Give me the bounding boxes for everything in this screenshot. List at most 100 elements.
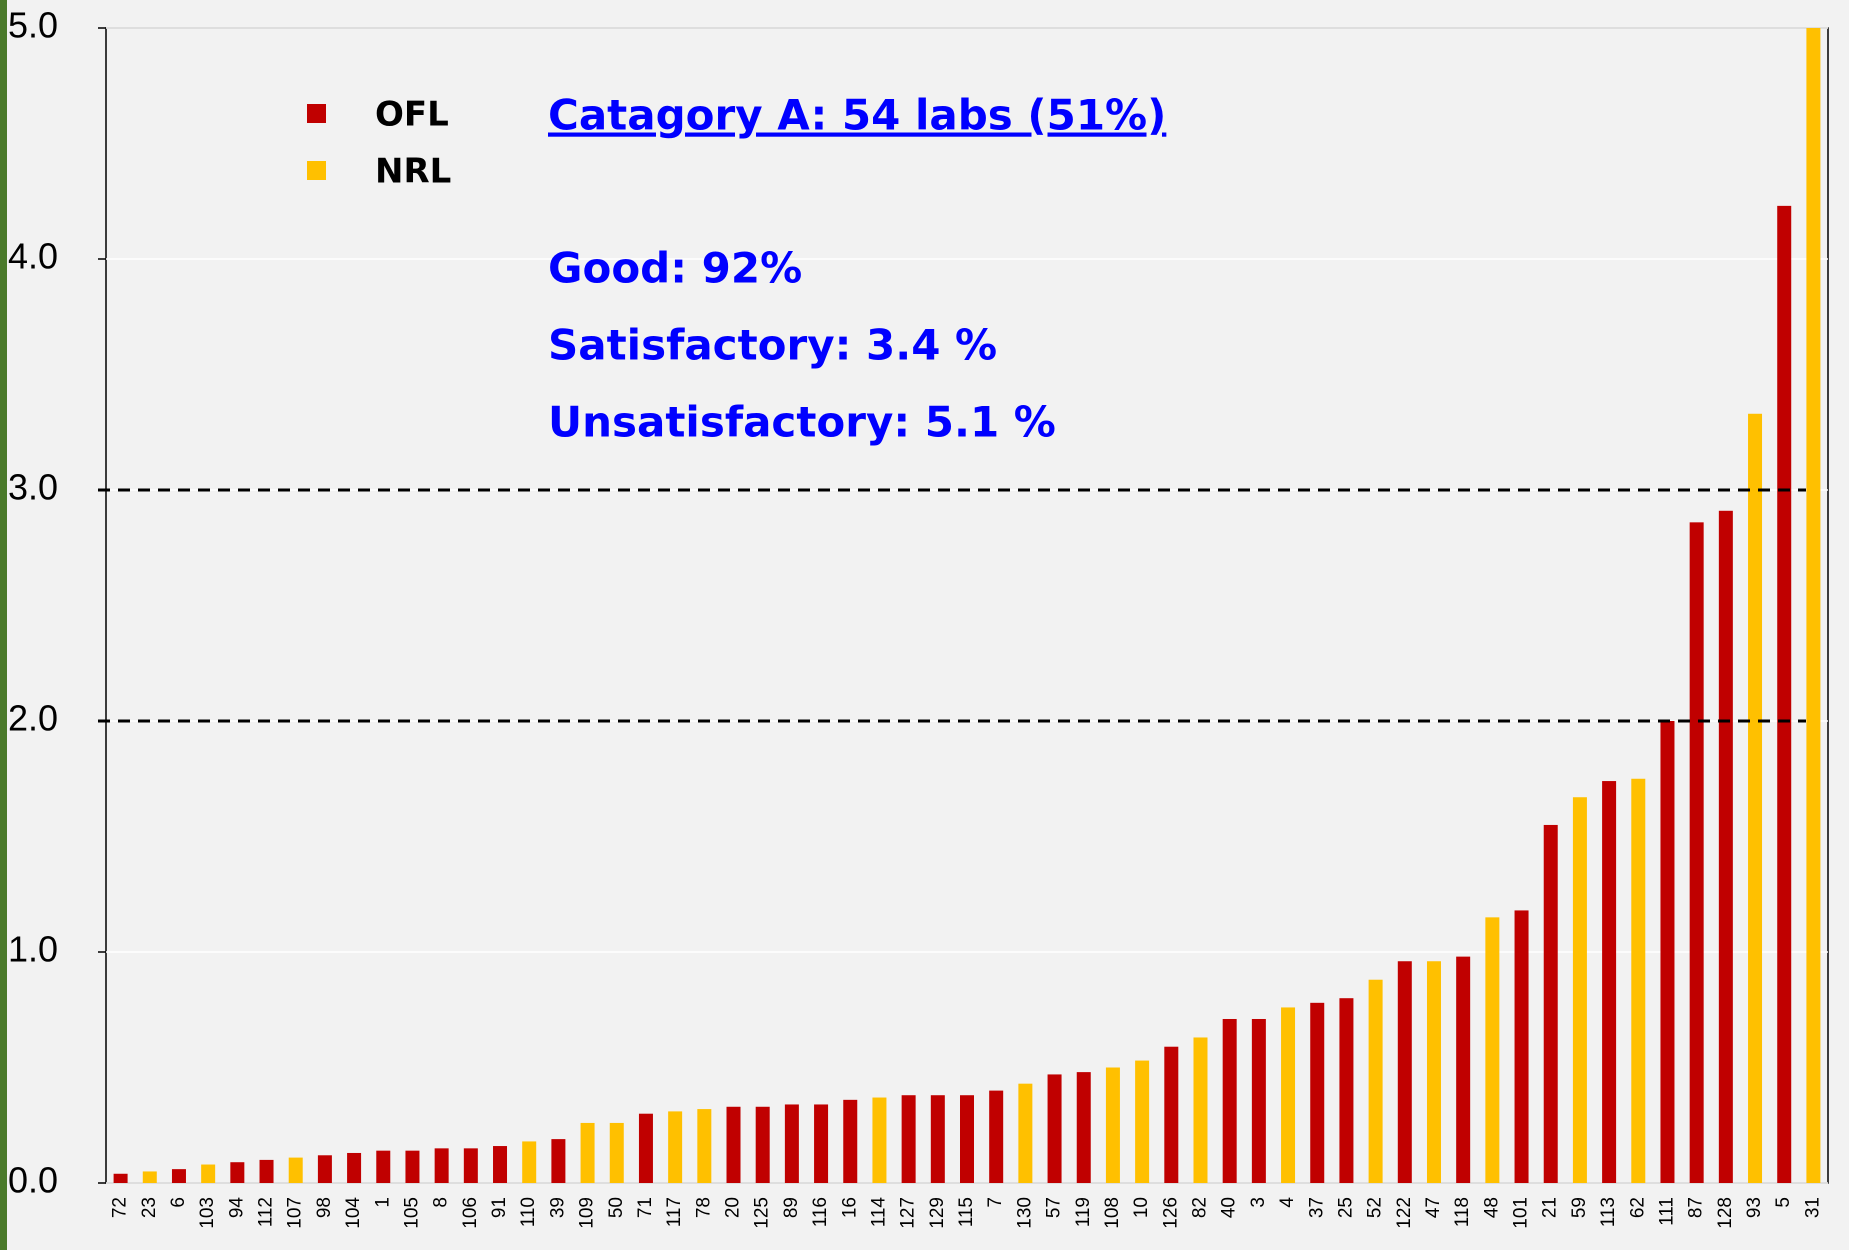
y-tick-label: 0.0: [8, 1160, 58, 1201]
bar: [1310, 1003, 1324, 1183]
bar: [1515, 910, 1529, 1183]
x-tick-label: 94: [226, 1197, 247, 1219]
annotation: Catagory A: 54 labs (51%): [548, 91, 1166, 140]
legend-label: NRL: [375, 152, 451, 192]
x-tick-label: 119: [1073, 1197, 1094, 1227]
x-tick-label: 5: [1773, 1197, 1794, 1208]
bar: [1048, 1074, 1062, 1183]
x-tick-label: 103: [197, 1197, 218, 1229]
x-tick-label: 21: [1540, 1197, 1561, 1218]
bar: [1777, 206, 1791, 1183]
x-tick-label: 82: [1190, 1197, 1211, 1218]
bar: [522, 1141, 536, 1183]
x-tick-label: 87: [1686, 1197, 1707, 1218]
x-tick-label: 6: [168, 1197, 189, 1208]
x-tick-label: 109: [577, 1197, 598, 1229]
bar: [1369, 980, 1383, 1183]
bar: [639, 1114, 653, 1183]
legend-swatch: [307, 161, 326, 180]
x-tick-label: 114: [868, 1197, 889, 1228]
x-tick-label: 122: [1394, 1197, 1415, 1229]
x-tick-label: 25: [1335, 1197, 1356, 1218]
bar: [989, 1091, 1003, 1183]
annotation: Unsatisfactory: 5.1 %: [548, 398, 1056, 447]
bar: [668, 1111, 682, 1183]
x-tick-label: 111: [1656, 1197, 1677, 1226]
bar: [405, 1151, 419, 1183]
side-strip: [0, 0, 7, 1250]
bar: [814, 1104, 828, 1183]
bar: [551, 1139, 565, 1183]
x-tick-label: 112: [256, 1197, 277, 1227]
bar: [872, 1098, 886, 1183]
x-tick-label: 47: [1423, 1197, 1444, 1218]
x-tick-label: 125: [752, 1197, 773, 1229]
bar: [230, 1162, 244, 1183]
legend-swatch: [307, 104, 326, 123]
bar: [1339, 998, 1353, 1183]
x-tick-label: 1: [372, 1197, 393, 1208]
page: {"chart_data": {"type": "bar", "categori…: [0, 0, 1849, 1250]
bar: [1427, 961, 1441, 1183]
bar: [493, 1146, 507, 1183]
x-tick-label: 52: [1365, 1197, 1386, 1218]
x-tick-label: 126: [1160, 1197, 1181, 1229]
bar: [1660, 721, 1674, 1183]
x-tick-label: 116: [810, 1197, 831, 1227]
x-tick-label: 3: [1248, 1197, 1269, 1208]
x-tick-label: 129: [927, 1197, 948, 1229]
bar: [1544, 825, 1558, 1183]
bar: [1164, 1047, 1178, 1183]
bar: [1806, 28, 1820, 1183]
bar: [114, 1174, 128, 1183]
bar: [1193, 1037, 1207, 1183]
bar: [1106, 1068, 1120, 1184]
x-tick-label: 118: [1452, 1197, 1473, 1227]
bar: [785, 1104, 799, 1183]
bar: [697, 1109, 711, 1183]
x-tick-label: 62: [1627, 1197, 1648, 1218]
bar: [1485, 917, 1499, 1183]
x-tick-label: 104: [343, 1197, 364, 1229]
bar: [756, 1107, 770, 1183]
chart: 0.01.02.03.04.05.07223610394112107981041…: [0, 0, 1849, 1250]
x-tick-label: 78: [693, 1197, 714, 1218]
x-tick-label: 71: [635, 1197, 656, 1218]
x-tick-label: 115: [956, 1197, 977, 1227]
bar: [435, 1148, 449, 1183]
x-tick-label: 93: [1744, 1197, 1765, 1218]
bar: [1602, 781, 1616, 1183]
bar: [201, 1165, 215, 1183]
bar: [1018, 1084, 1032, 1183]
x-tick-label: 20: [723, 1197, 744, 1218]
bar: [1456, 957, 1470, 1183]
x-tick-label: 10: [1131, 1197, 1152, 1218]
bar: [1398, 961, 1412, 1183]
bar: [1748, 414, 1762, 1183]
x-tick-label: 57: [1044, 1197, 1065, 1218]
bar: [610, 1123, 624, 1183]
bar: [1252, 1019, 1266, 1183]
x-tick-label: 4: [1277, 1197, 1298, 1208]
x-tick-label: 127: [898, 1197, 919, 1229]
y-tick-label: 4.0: [8, 236, 58, 277]
bar: [960, 1095, 974, 1183]
bar: [902, 1095, 916, 1183]
x-tick-label: 72: [110, 1197, 131, 1218]
x-tick-label: 110: [518, 1197, 539, 1227]
bar: [931, 1095, 945, 1183]
x-tick-label: 39: [547, 1197, 568, 1218]
bar: [1690, 522, 1704, 1183]
bar: [172, 1169, 186, 1183]
bar: [347, 1153, 361, 1183]
x-tick-label: 108: [1102, 1197, 1123, 1229]
bar: [1631, 779, 1645, 1183]
x-tick-label: 128: [1715, 1197, 1736, 1229]
y-tick-label: 3.0: [8, 467, 58, 508]
x-tick-label: 117: [664, 1197, 685, 1227]
x-tick-label: 98: [314, 1197, 335, 1218]
y-tick-label: 5.0: [8, 5, 58, 46]
x-tick-label: 31: [1802, 1197, 1823, 1218]
x-tick-label: 48: [1481, 1197, 1502, 1218]
x-tick-label: 8: [431, 1197, 452, 1208]
